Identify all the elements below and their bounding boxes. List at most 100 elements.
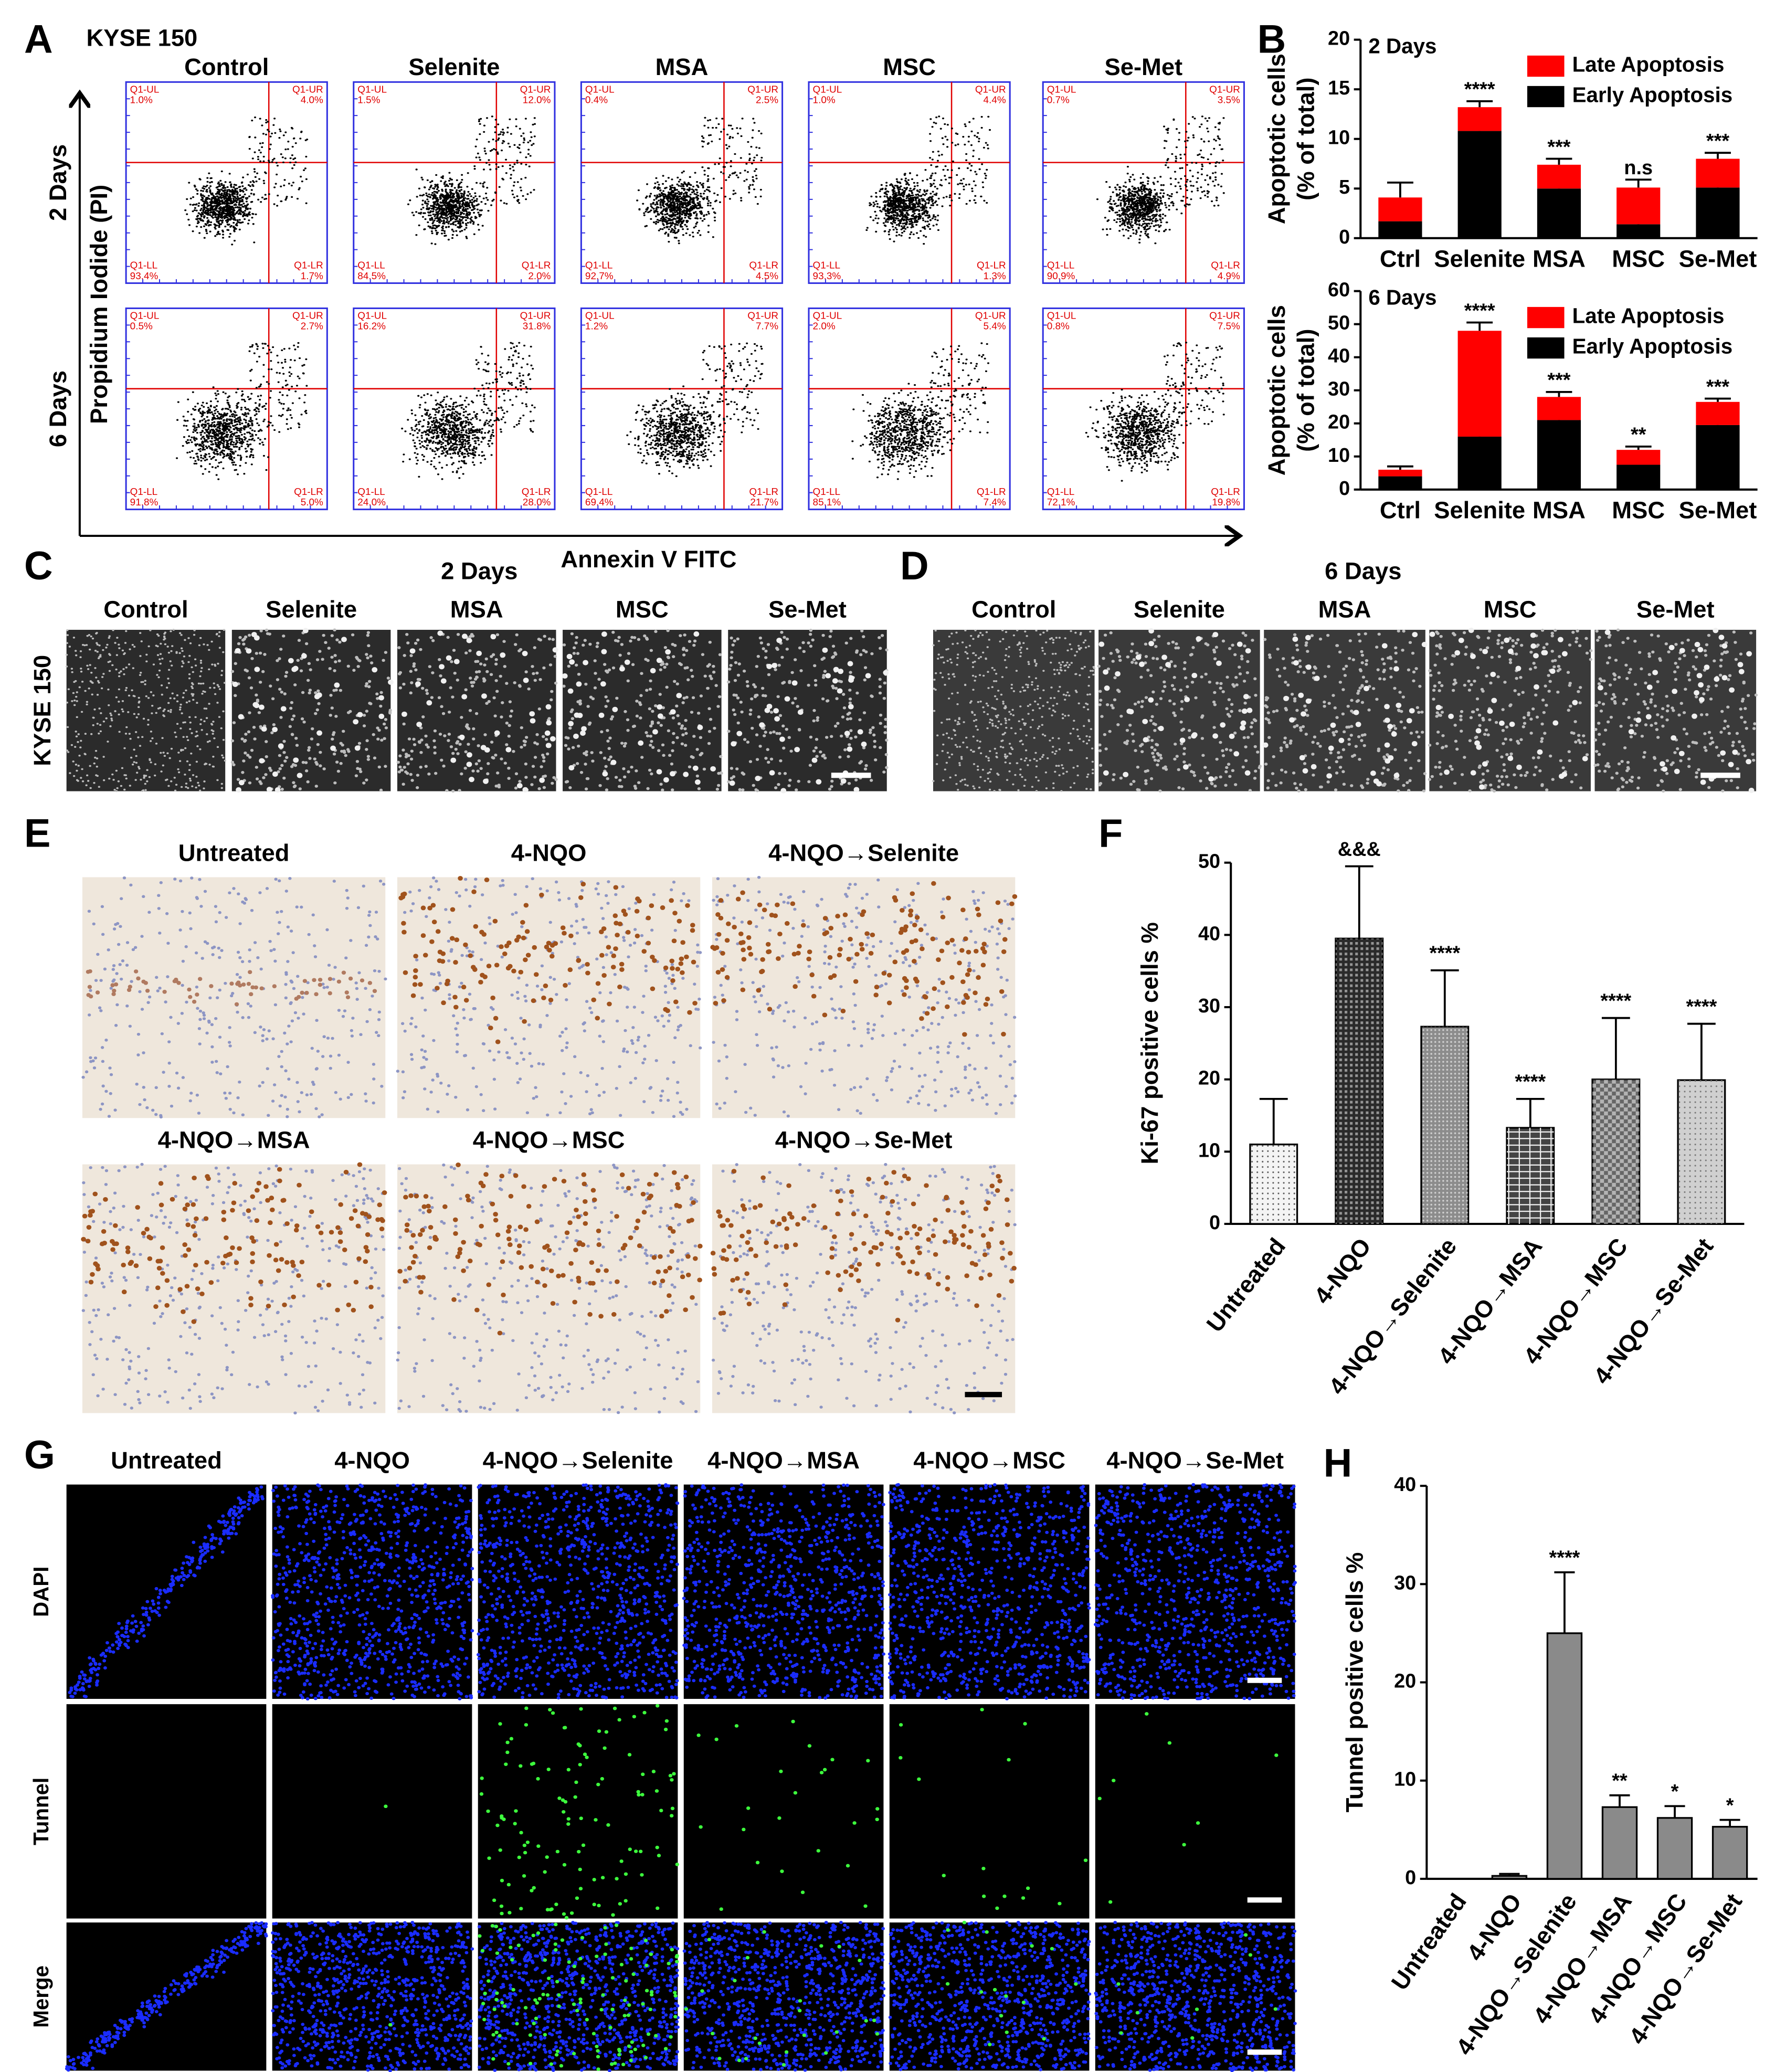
texture — [1262, 632, 1428, 787]
quadrant-value: 0.5% — [130, 321, 153, 332]
x-tick-label: Se-Met — [1679, 246, 1757, 272]
flow-plot — [125, 81, 328, 284]
column-title: Selenite — [266, 596, 357, 623]
micrograph — [563, 630, 722, 791]
texture — [65, 629, 226, 792]
panel-title: 6 Days — [1325, 558, 1401, 585]
quadrant-name: Q1-UL — [357, 311, 387, 322]
image-title: 4-NQO→Se-Met — [775, 1127, 953, 1154]
texture — [1116, 1933, 1277, 2040]
y-tick-label: 40 — [1394, 1474, 1416, 1496]
quadrant-name: Q1-UL — [130, 84, 160, 95]
column-title: 4-NQO→Selenite — [483, 1447, 673, 1474]
quadrant-value: 2.0% — [528, 271, 551, 282]
significance: *** — [1706, 376, 1729, 398]
y-tick-label: 0 — [1339, 478, 1350, 500]
ihc-image — [82, 1164, 386, 1413]
panel-label: A — [24, 18, 53, 62]
row-title: 6 Days — [45, 371, 71, 447]
bar-segment — [1537, 188, 1581, 238]
bar-segment — [1457, 131, 1502, 238]
flow-ticks — [353, 324, 539, 510]
x-tick-label: Se-Met — [1679, 497, 1757, 524]
y-tick-label: 0 — [1209, 1212, 1220, 1234]
texture — [726, 629, 889, 792]
quadrant-value: 0.4% — [585, 95, 608, 106]
quadrant-value: 84.5% — [357, 271, 386, 282]
bar-segment — [1616, 187, 1661, 225]
bar-segment — [1457, 331, 1502, 437]
quadrant-name: Q1-UL — [813, 311, 842, 322]
quadrant-value: 1.5% — [357, 95, 380, 106]
error-bar — [1259, 1097, 1288, 1145]
y-tick-label: 30 — [1198, 995, 1220, 1017]
bar-segment — [1616, 464, 1661, 490]
quadrant-value: 19.8% — [1212, 497, 1240, 508]
column-title: MSA — [1318, 596, 1371, 623]
texture — [712, 875, 1017, 1118]
y-tick-label: 10 — [1328, 445, 1350, 467]
significance: **** — [1600, 990, 1631, 1012]
significance: ** — [1612, 1770, 1628, 1792]
bar-segment — [1457, 107, 1502, 131]
column-title: MSA — [656, 54, 709, 80]
column-title: MSC — [616, 596, 669, 623]
texture — [888, 1921, 1092, 2071]
error-bar — [1345, 865, 1373, 939]
bar-pattern — [1250, 1144, 1297, 1224]
y-tick-label: 10 — [1198, 1139, 1220, 1161]
quadrant-name: Q1-UR — [292, 311, 323, 322]
flow-plot — [580, 81, 784, 284]
texture — [230, 628, 392, 792]
texture — [1593, 628, 1758, 793]
y-tick-label: 20 — [1394, 1671, 1416, 1693]
quadrant-value: 0.8% — [1047, 321, 1070, 332]
significance: * — [1726, 1794, 1734, 1816]
panel-label: E — [24, 811, 50, 855]
texture — [1098, 628, 1253, 782]
quadrant-value: 1.0% — [813, 95, 836, 106]
column-title: 4-NQO — [334, 1447, 410, 1474]
bar-segment — [1696, 425, 1740, 490]
y-tick-label: 0 — [1405, 1867, 1416, 1889]
texture — [397, 1162, 703, 1336]
flow-plot — [580, 307, 784, 511]
texture — [86, 969, 377, 1007]
error-bar — [1625, 445, 1652, 450]
legend-swatch — [1527, 337, 1565, 359]
panel-label: B — [1258, 18, 1286, 62]
quadrant-value: 1.0% — [130, 95, 153, 106]
error-bar — [1546, 157, 1572, 165]
image-title: 4-NQO — [511, 840, 587, 866]
flow-ticks — [353, 98, 539, 283]
texture — [865, 115, 991, 245]
quadrant-value: 4.5% — [756, 271, 778, 282]
significance: **** — [1464, 300, 1495, 322]
quadrant-name: Q1-UL — [813, 84, 842, 95]
fluorescence-image — [272, 1704, 472, 1919]
y-tick-label: 50 — [1198, 851, 1220, 873]
bar-segment — [1537, 420, 1581, 490]
quadrant-value: 7.4% — [984, 497, 1006, 508]
texture — [398, 876, 698, 1044]
texture — [626, 342, 764, 477]
quadrant-value: 2.0% — [813, 321, 836, 332]
texture — [478, 1922, 679, 2071]
quadrant-value: 5.0% — [301, 497, 323, 508]
quadrant-name: Q1-LR — [1211, 487, 1240, 498]
texture — [479, 1704, 679, 1920]
quadrant-value: 12.0% — [523, 95, 551, 106]
significance: *** — [1547, 369, 1570, 392]
column-title: Untreated — [111, 1447, 222, 1474]
quadrant-value: 85.1% — [813, 497, 841, 508]
significance: *** — [1706, 130, 1729, 152]
significance: * — [1671, 1781, 1679, 1803]
bar-segment — [1696, 187, 1740, 238]
texture — [176, 342, 308, 480]
x-tick-label: MSC — [1612, 497, 1665, 524]
flow-ticks — [581, 98, 766, 283]
texture — [888, 1483, 1091, 1700]
x-tick-label: Ctrl — [1380, 246, 1421, 272]
bar-segment — [1696, 401, 1740, 425]
